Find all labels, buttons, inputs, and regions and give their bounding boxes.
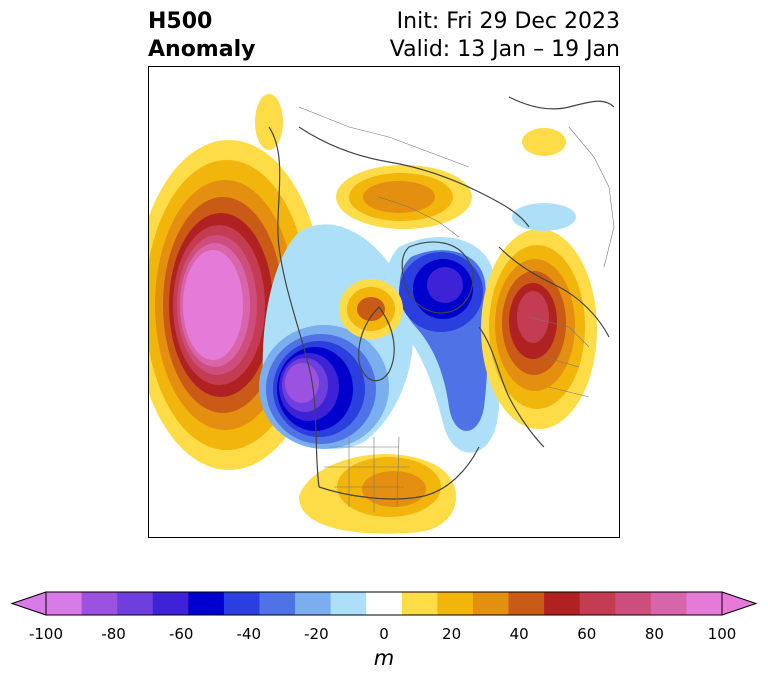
anomaly-center-minor [255,94,576,264]
colorbar-tick-label: 100 [707,625,737,643]
colorbar-tick-label: 60 [577,625,597,643]
colorbar-segment [366,592,403,615]
anomaly-center-pacific-ridge [149,140,324,470]
anomaly-center-greenland-trough [386,237,501,453]
anomaly-center-siberia-ridge [336,165,472,229]
colorbar-segment [223,592,260,615]
map-dates: Init: Fri 29 Dec 2023 Valid: 13 Jan – 19… [390,8,620,64]
colorbar-tick-label: -60 [168,625,194,643]
colorbar-extend-min [10,591,47,616]
colorbar-segment [650,592,687,615]
colorbar-segment [259,592,296,615]
colorbar-segment [188,592,225,615]
colorbar-tick-label: -100 [28,625,64,643]
colorbar-outline [45,591,723,616]
anomaly-center-alaska-trough [259,224,414,449]
valid-range: Valid: 13 Jan – 19 Jan [389,37,620,62]
political-borders [298,106,615,512]
colorbar-segment [544,592,581,615]
colorbar-tick-label: 0 [379,625,389,643]
init-date: Init: Fri 29 Dec 2023 [396,9,620,34]
colorbar-segment [152,592,189,615]
colorbar-segment [330,592,367,615]
title-line-1: H500 [148,9,213,34]
colorbar-segment [508,592,545,615]
map-title: H500 Anomaly [148,8,255,64]
anomaly-center-canada-ridge [339,279,403,339]
colorbar-segment [437,592,474,615]
colorbar-segment [117,592,154,615]
colorbar-tick-label: -80 [101,625,126,643]
colorbar-segment [295,592,332,615]
coastlines [268,96,615,500]
anomaly-center-europe-ridge [481,229,597,429]
title-line-2: Anomaly [148,37,256,62]
colorbar-tick-label: 20 [442,625,462,643]
anomaly-map [148,66,620,538]
colorbar-segment [401,592,438,615]
colorbar-segments [10,591,758,616]
colorbar-segment [579,592,616,615]
colorbar-unit-label: m [373,646,395,670]
colorbar-segment [472,592,510,615]
colorbar-tick-label: -40 [236,625,262,643]
colorbar-segment [46,592,83,615]
colorbar-segment [81,592,118,615]
colorbar-extend-max [721,591,758,616]
colorbar-tick-label: -20 [304,625,329,643]
colorbar [10,591,758,616]
colorbar-segment [686,592,723,615]
colorbar-tick-label: 80 [644,625,664,643]
colorbar-tick-label: 40 [509,625,529,643]
colorbar-segment [615,592,652,615]
map-canvas [149,94,615,534]
